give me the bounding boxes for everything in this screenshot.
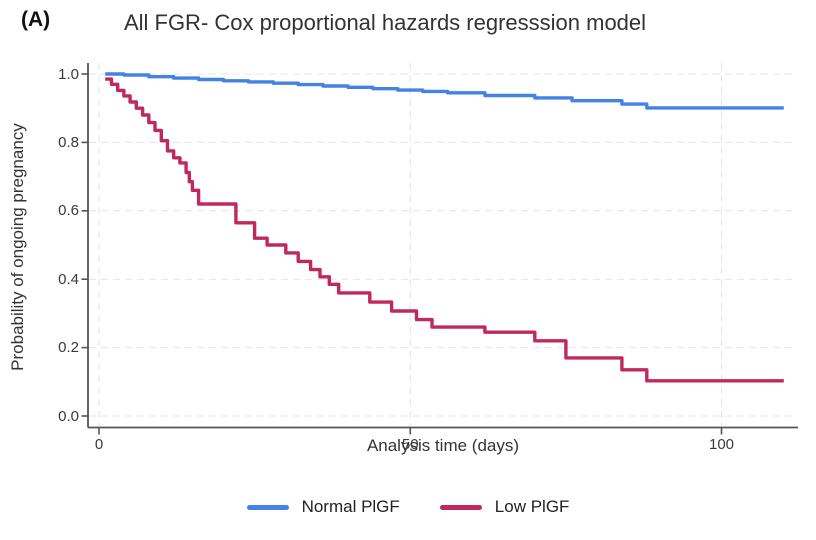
chart-title: All FGR- Cox proportional hazards regres…: [123, 10, 647, 35]
x-axis-label: Analysis time (days): [366, 436, 520, 455]
y-tick-label: 1.0: [58, 65, 79, 83]
legend-item: Normal PlGF: [246, 497, 400, 517]
x-tick-label: 100: [708, 436, 735, 453]
panel-label: (A): [21, 8, 51, 31]
y-tick-label: 0.6: [58, 202, 79, 220]
legend-label: Normal PlGF: [301, 497, 400, 516]
legend-swatch-icon: [246, 504, 289, 510]
legend-item: Low PlGF: [439, 497, 570, 517]
series-curve-low-plgf: [105, 77, 784, 383]
y-tick-label: 0.0: [58, 407, 79, 425]
x-tick-label: 0: [94, 436, 104, 453]
series-curve-normal-plgf: [105, 72, 784, 110]
y-tick-label: 0.4: [58, 270, 79, 288]
y-tick-label: 0.2: [58, 339, 79, 357]
legend-swatch-icon: [439, 504, 482, 510]
legend: Normal PlGF Low PlGF: [0, 497, 816, 517]
x-tick-label: 50: [401, 436, 419, 453]
legend-label: Low PlGF: [494, 497, 570, 516]
y-tick-label: 0.8: [58, 133, 79, 151]
